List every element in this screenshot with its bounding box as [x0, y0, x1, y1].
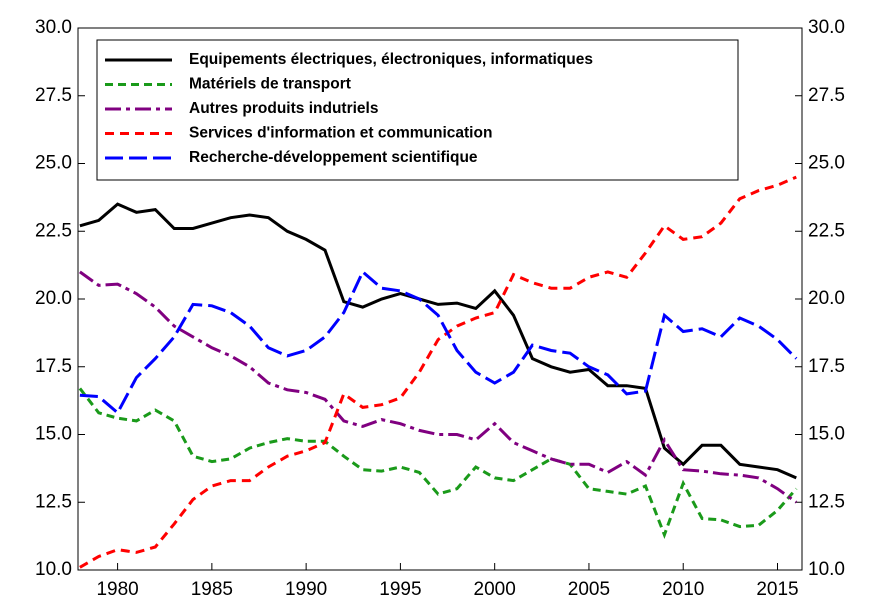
y2-tick-label: 12.5: [808, 491, 845, 512]
y2-tick-label: 25.0: [808, 153, 845, 174]
y-tick-label: 10.0: [35, 559, 72, 580]
legend-box: [96, 39, 739, 181]
x-tick-label: 2010: [662, 579, 704, 600]
series-line: [79, 175, 797, 569]
y-tick-label: 12.5: [35, 491, 72, 512]
legend-label: Equipements électriques, électroniques, …: [189, 51, 593, 68]
y2-tick-label: 17.5: [808, 356, 845, 377]
x-tick-label: 1990: [285, 579, 327, 600]
y2-tick-label: 22.5: [808, 220, 845, 241]
y2-tick-label: 10.0: [808, 559, 845, 580]
y-tick-label: 22.5: [35, 220, 72, 241]
legend-label: Matériels de transport: [189, 76, 351, 93]
y-tick-label: 27.5: [35, 85, 72, 106]
series-line: [78, 387, 798, 540]
y-tick-label: 20.0: [35, 288, 72, 309]
y2-tick-label: 20.0: [808, 288, 845, 309]
legend-label: Autres produits indutriels: [189, 100, 378, 117]
y2-tick-label: 30.0: [808, 17, 845, 38]
series-line: [79, 270, 798, 504]
series-line: [79, 202, 797, 480]
x-tick-label: 2015: [756, 579, 798, 600]
x-tick-label: 2005: [568, 579, 610, 600]
y2-tick-label: 15.0: [808, 424, 845, 445]
y-tick-label: 15.0: [35, 424, 72, 445]
x-tick-label: 1985: [191, 579, 233, 600]
y2-tick-label: 27.5: [808, 85, 845, 106]
y-tick-label: 17.5: [35, 356, 72, 377]
legend-label: Services d'information et communication: [189, 125, 492, 142]
y-tick-label: 30.0: [35, 17, 72, 38]
x-tick-label: 1995: [379, 579, 421, 600]
x-tick-label: 1980: [96, 579, 138, 600]
series-line: [79, 269, 798, 416]
y-tick-label: 25.0: [35, 153, 72, 174]
x-tick-label: 2000: [474, 579, 516, 600]
legend-label: Recherche-développement scientifique: [189, 149, 478, 166]
